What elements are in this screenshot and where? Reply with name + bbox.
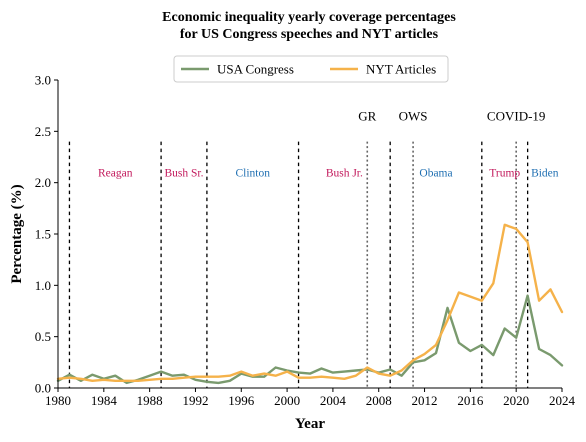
x-tick-label: 1996 bbox=[228, 393, 255, 408]
series-line-usa-congress bbox=[56, 294, 564, 385]
vertical-markers bbox=[68, 141, 529, 388]
administration-label-reagan: Reagan bbox=[98, 167, 133, 179]
event-label-gr: GR bbox=[358, 108, 376, 123]
chart-title-line2: for US Congress speeches and NYT article… bbox=[180, 27, 439, 42]
event-labels: GR OWS COVID-19 bbox=[358, 108, 545, 123]
series-lines bbox=[56, 223, 564, 385]
x-tick-label: 2024 bbox=[549, 393, 576, 408]
axes bbox=[57, 80, 562, 389]
administration-label-bush-jr: Bush Jr. bbox=[326, 167, 363, 179]
administration-labels: Reagan Bush Sr. Clinton Bush Jr. Obama Trump B… bbox=[98, 167, 559, 179]
administration-label-biden: Biden bbox=[531, 167, 559, 179]
legend-label-nyt-articles: NYT Articles bbox=[366, 62, 436, 77]
x-tick-label: 1984 bbox=[91, 393, 118, 408]
legend-label-usa-congress: USA Congress bbox=[217, 62, 294, 77]
x-tick-label: 1992 bbox=[182, 393, 208, 408]
y-tick-label: 3.0 bbox=[35, 73, 51, 88]
y-tick-label: 2.5 bbox=[35, 124, 51, 139]
administration-label-clinton: Clinton bbox=[235, 167, 270, 179]
y-tick-label: 2.0 bbox=[35, 175, 51, 190]
event-label-covid-19: COVID-19 bbox=[487, 108, 546, 123]
administration-label-bush-sr: Bush Sr. bbox=[165, 167, 204, 179]
x-tick-label: 1988 bbox=[137, 393, 163, 408]
legend-frame bbox=[173, 55, 449, 83]
x-tick-label: 2020 bbox=[503, 393, 529, 408]
legend: USA Congress NYT Articles bbox=[173, 55, 449, 83]
series-line-nyt-articles bbox=[56, 223, 564, 382]
x-tick-label: 2012 bbox=[412, 393, 438, 408]
x-tick-label: 1980 bbox=[45, 393, 71, 408]
x-ticks: 1980 1984 1988 1992 1996 2000 2004 2008 2012 2016… bbox=[45, 388, 576, 408]
x-tick-label: 2008 bbox=[366, 393, 392, 408]
y-ticks: 0.0 0.5 1.0 1.5 2.0 2.5 3.0 bbox=[35, 73, 58, 396]
administration-label-obama: Obama bbox=[419, 167, 452, 179]
y-tick-label: 1.0 bbox=[35, 278, 51, 293]
x-axis-label: Year bbox=[295, 416, 325, 432]
chart-title-line1: Economic inequality yearly coverage perc… bbox=[162, 10, 456, 25]
y-tick-label: 0.0 bbox=[35, 381, 51, 396]
x-tick-label: 2004 bbox=[320, 393, 347, 408]
y-tick-label: 0.5 bbox=[35, 329, 51, 344]
x-tick-label: 2000 bbox=[274, 393, 300, 408]
y-tick-label: 1.5 bbox=[35, 227, 51, 242]
event-label-ows: OWS bbox=[399, 108, 428, 123]
administration-label-trump: Trump bbox=[489, 167, 520, 179]
x-tick-label: 2016 bbox=[457, 393, 484, 408]
y-axis-label: Percentage (%) bbox=[9, 184, 25, 283]
